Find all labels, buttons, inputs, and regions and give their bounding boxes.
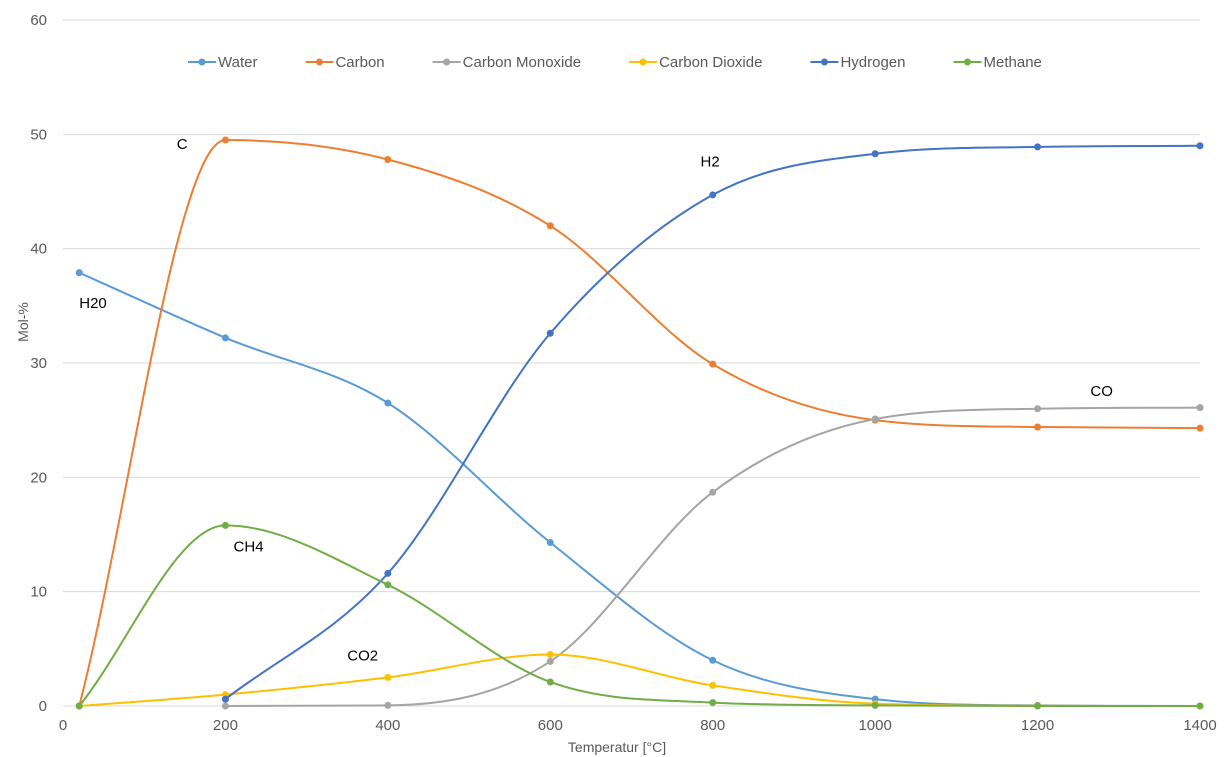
legend-swatch-marker [443, 58, 451, 66]
data-point-methane [546, 678, 554, 686]
legend-item-carbon: Carbon [305, 54, 385, 71]
series-carbon-dioxide [75, 651, 1204, 710]
legend-label: Water [218, 54, 257, 71]
data-point-carbon-monoxide [1034, 405, 1042, 413]
series-line-carbon [78, 139, 1201, 707]
legend-label: Hydrogen [840, 54, 905, 71]
legend-item-carbon-monoxide: Carbon Monoxide [432, 54, 581, 71]
legend-label: Methane [984, 54, 1042, 71]
legend-item-hydrogen: Hydrogen [810, 54, 906, 71]
x-tick-label: 400 [375, 717, 400, 734]
legend-label: Carbon [335, 54, 384, 71]
series-water [75, 269, 1204, 710]
data-point-carbon [546, 222, 554, 230]
x-tick-label: 1400 [1183, 717, 1216, 734]
y-tick-label: 0 [39, 698, 47, 715]
series-methane [75, 521, 1204, 710]
y-tick-label: 40 [30, 241, 47, 258]
x-tick-label: 600 [538, 717, 563, 734]
data-point-water [384, 399, 392, 407]
data-point-methane [1034, 702, 1042, 710]
series-line-water [78, 271, 1201, 707]
legend-swatch-marker [315, 58, 323, 66]
annotation-label: CH4 [234, 539, 264, 556]
legend-item-carbon-dioxide: Carbon Dioxide [629, 54, 762, 71]
data-point-carbon-monoxide [384, 701, 392, 709]
data-point-carbon-dioxide [546, 651, 554, 659]
y-tick-label: 20 [30, 469, 47, 486]
legend-swatch-marker [639, 58, 647, 66]
legend-swatch-marker [964, 58, 971, 66]
x-tick-label: 1200 [1021, 717, 1054, 734]
data-point-methane [384, 581, 392, 589]
data-point-methane [709, 699, 717, 707]
data-point-hydrogen [709, 191, 717, 199]
x-axis-ticks: 0 200 400 600 800 1000 1200 1400 [59, 717, 1217, 734]
data-point-carbon-monoxide [709, 488, 717, 496]
annotation-label: CO [1090, 383, 1113, 400]
x-tick-label: 800 [700, 717, 725, 734]
data-point-carbon-monoxide [221, 702, 229, 710]
data-point-carbon [1034, 423, 1042, 431]
annotation-label: H2 [701, 153, 720, 170]
data-point-hydrogen [546, 329, 554, 337]
legend-swatch-marker [198, 58, 206, 66]
y-tick-label: 60 [30, 12, 47, 29]
data-point-methane [221, 521, 229, 529]
x-axis-title: Temperatur [°C] [568, 739, 666, 755]
data-point-hydrogen [1034, 143, 1042, 151]
legend-label: Carbon Monoxide [463, 54, 581, 71]
legend-item-water: Water [188, 54, 257, 71]
data-point-carbon-monoxide [546, 657, 554, 665]
data-point-carbon [384, 155, 392, 163]
series-carbon [75, 136, 1204, 710]
data-point-water [546, 539, 554, 547]
data-point-hydrogen [221, 695, 229, 703]
legend-swatch-marker [820, 58, 828, 66]
data-point-methane [871, 701, 879, 709]
annotations: H20 C CH4 CO2 H2 CO [79, 136, 1113, 664]
annotation-label: CO2 [347, 647, 378, 664]
x-tick-label: 200 [213, 717, 238, 734]
y-axis-ticks: 0 10 20 30 40 50 60 [30, 12, 47, 715]
data-point-water [221, 334, 229, 342]
y-tick-label: 30 [30, 355, 47, 372]
data-point-carbon [709, 360, 717, 368]
data-point-hydrogen [384, 569, 392, 577]
gridlines [63, 19, 1200, 707]
series-line-hydrogen [224, 144, 1201, 700]
series-lines [75, 136, 1204, 710]
legend: Water Carbon Carbon Monoxide Carbon Dioxide… [188, 54, 1042, 71]
legend-label: Carbon Dioxide [659, 54, 762, 71]
annotation-label: C [177, 136, 188, 153]
data-point-water [75, 269, 83, 277]
y-axis-title: Mol-% [15, 302, 31, 342]
x-tick-label: 1000 [858, 717, 891, 734]
data-point-methane [1196, 702, 1204, 710]
series-hydrogen [221, 142, 1204, 703]
y-tick-label: 10 [30, 584, 47, 601]
series-carbon-monoxide [221, 404, 1204, 710]
data-point-carbon [1196, 424, 1204, 432]
x-tick-label: 0 [59, 717, 67, 734]
data-point-hydrogen [871, 150, 879, 158]
data-point-carbon-monoxide [871, 415, 879, 423]
data-point-carbon-dioxide [384, 673, 392, 681]
data-point-carbon-dioxide [709, 681, 717, 689]
data-point-carbon [221, 136, 229, 144]
data-point-hydrogen [1196, 142, 1204, 150]
data-point-methane [75, 702, 83, 710]
annotation-label: H20 [79, 295, 107, 312]
legend-item-methane: Methane [953, 54, 1042, 71]
data-point-water [709, 656, 717, 664]
y-tick-label: 50 [30, 126, 47, 143]
data-point-carbon-monoxide [1196, 404, 1204, 412]
